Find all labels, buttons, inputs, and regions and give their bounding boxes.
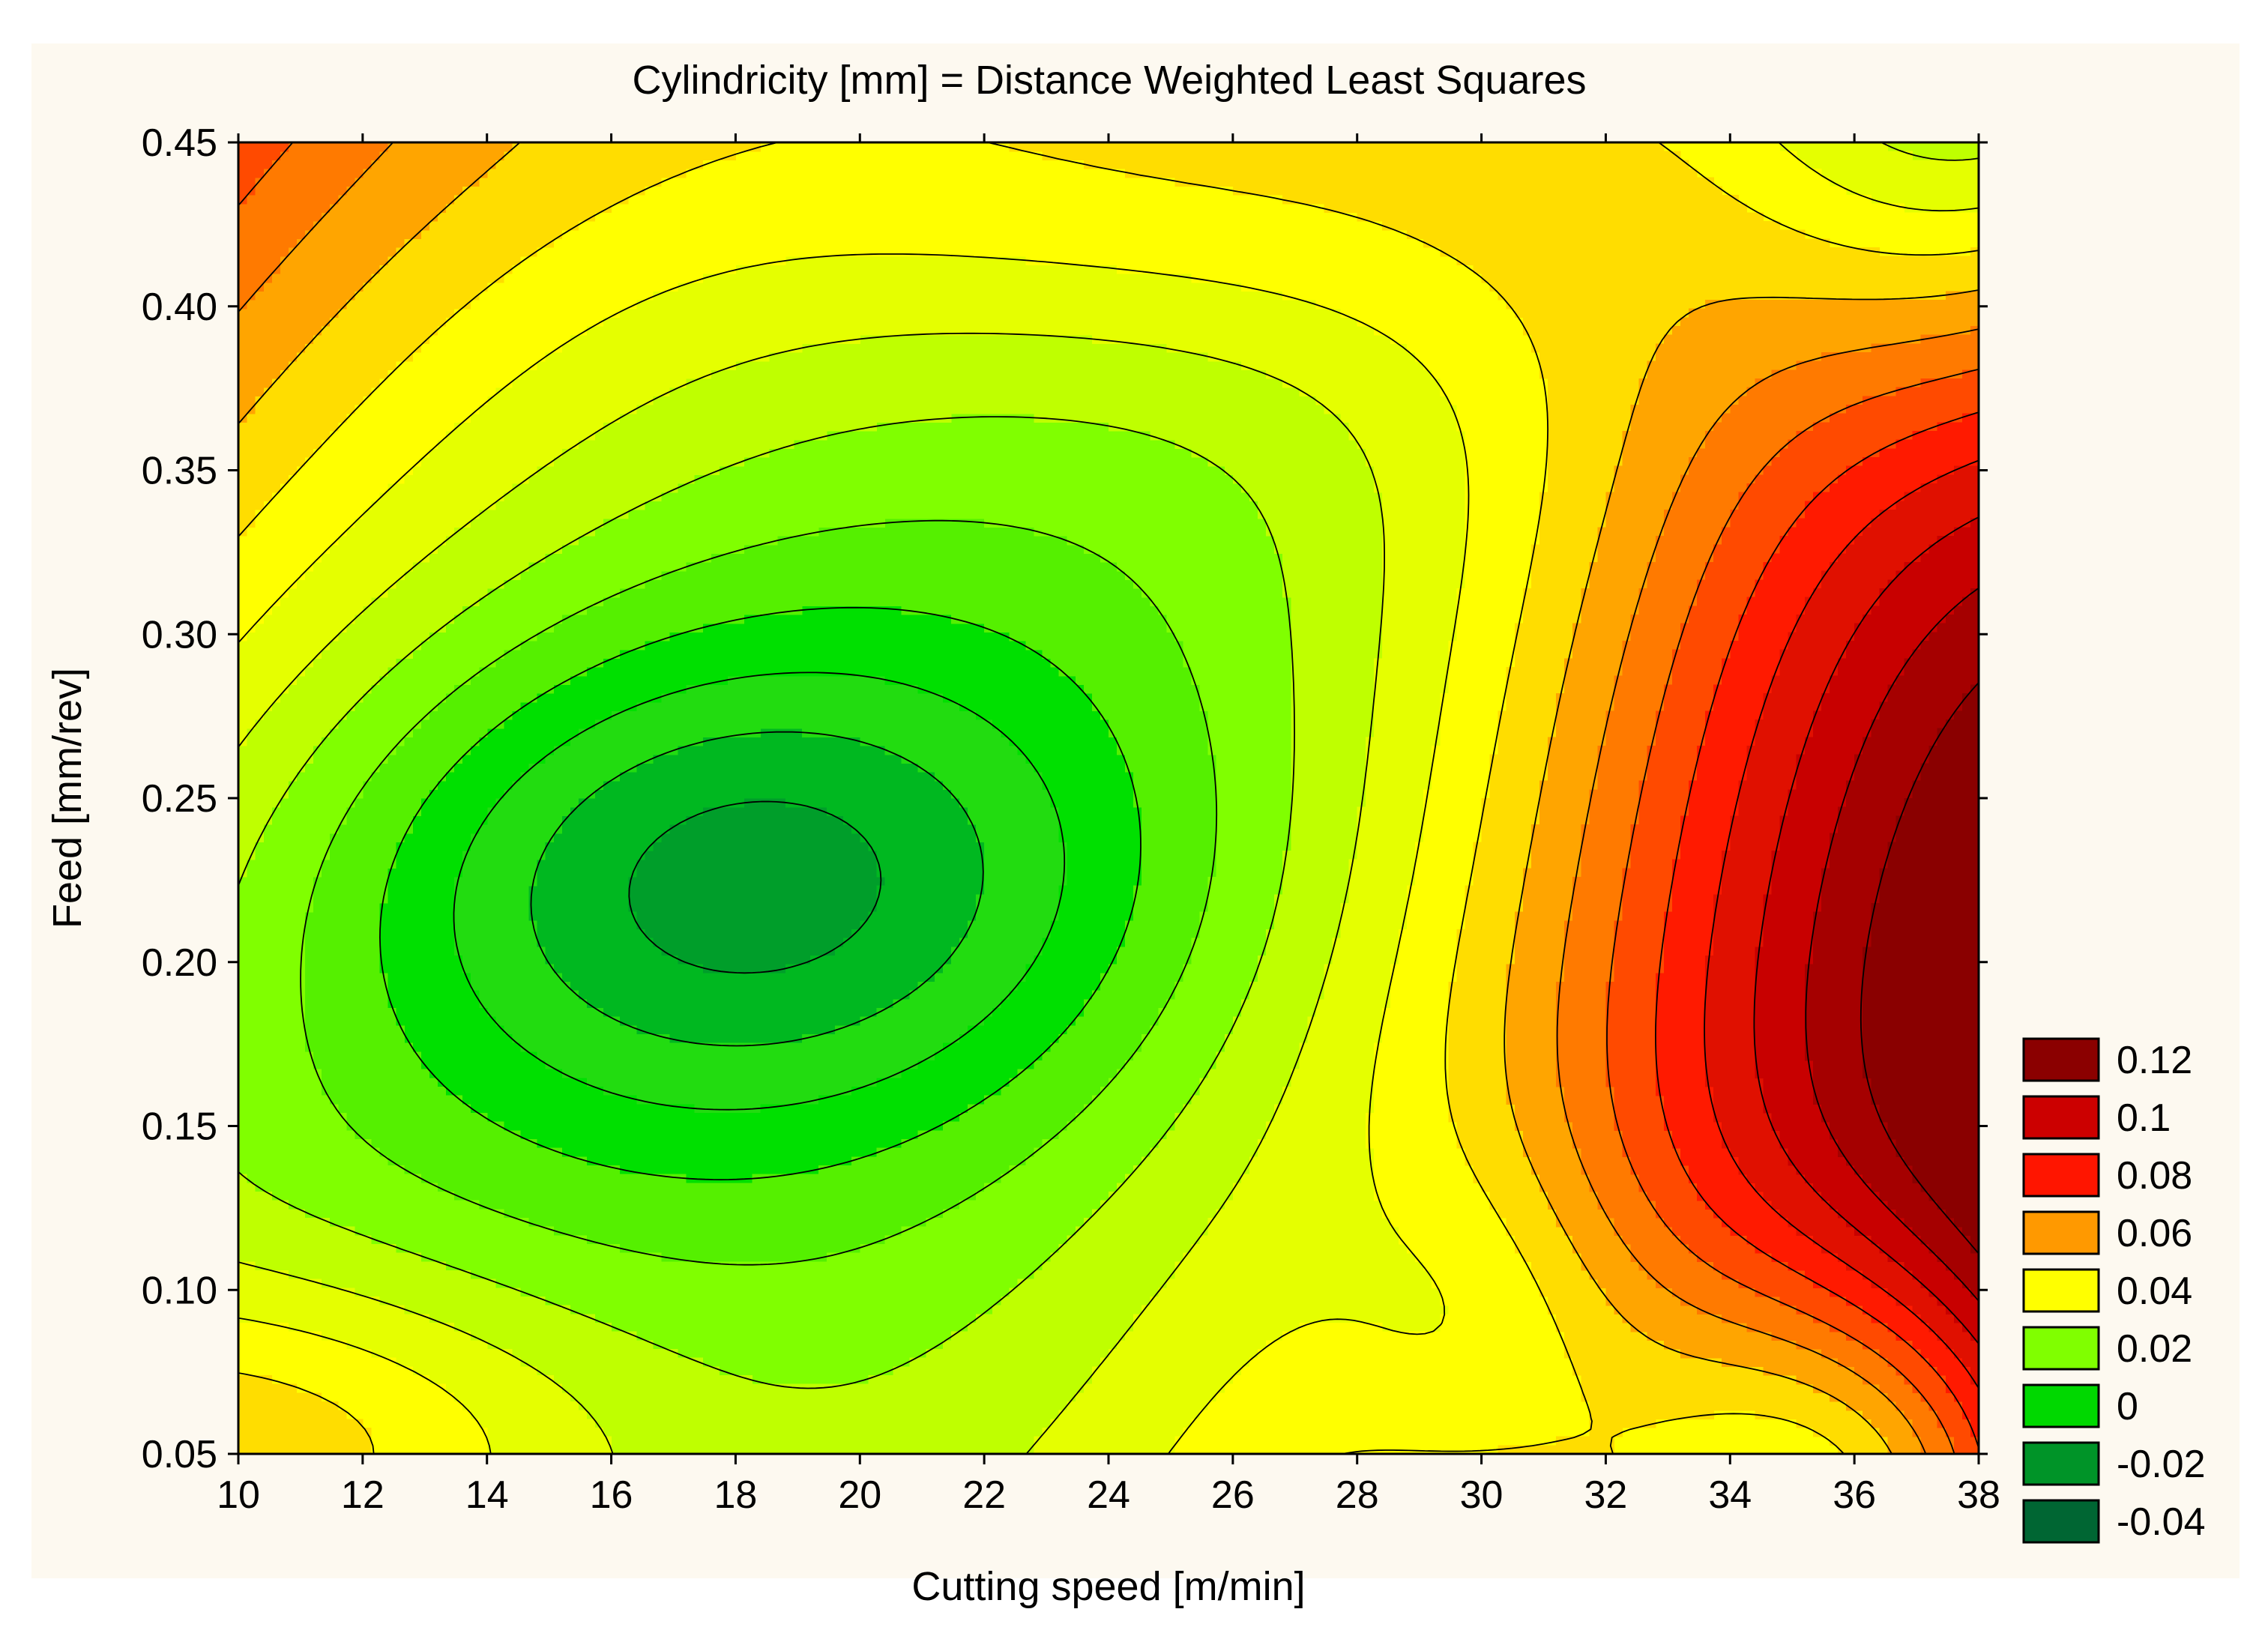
y-tick-label: 0.35 — [142, 450, 217, 493]
legend-swatch — [2022, 1037, 2100, 1082]
contour-band — [1705, 465, 1979, 1385]
contour-line — [1860, 681, 1979, 1255]
y-tick-label: 0.45 — [142, 121, 217, 165]
contour-band — [238, 142, 1979, 1454]
contour-band — [238, 142, 1979, 1454]
x-tick-label: 24 — [1087, 1473, 1130, 1517]
y-tick-label: 0.40 — [142, 286, 217, 329]
legend-swatch — [2022, 1383, 2100, 1428]
legend-swatch — [2022, 1095, 2100, 1140]
x-tick-label: 10 — [217, 1473, 260, 1517]
x-tick-label: 18 — [714, 1473, 758, 1517]
contour-line — [1704, 459, 1979, 1389]
contour-line — [628, 800, 882, 974]
contour-line — [530, 731, 984, 1047]
contour-line — [238, 416, 1295, 1389]
contour-line — [379, 606, 1141, 1180]
x-tick-label: 22 — [962, 1473, 1006, 1517]
y-axis-ticks: 0.05 0.10 0.15 0.20 0.25 0.30 0.35 0.40 0.45 — [142, 121, 1988, 1476]
legend: 0.12 0.1 0.08 0.06 0.04 0.02 0 -0.02 -0.04 — [2022, 1037, 2206, 1544]
contour-line — [238, 142, 1979, 1454]
chart-title: Cylindricity [mm] = Distance Weighted Le… — [632, 58, 1586, 103]
legend-label: -0.04 — [2117, 1500, 2206, 1544]
legend-label: 0.08 — [2117, 1154, 2192, 1198]
x-axis-ticks: 10 12 14 16 18 20 22 24 26 28 30 32 34 36 38 — [217, 133, 2000, 1517]
contour-band — [238, 142, 1979, 1454]
y-tick-label: 0.25 — [142, 777, 217, 821]
contour-band — [528, 728, 985, 1044]
legend-swatch — [2022, 1499, 2100, 1544]
x-tick-label: 32 — [1584, 1473, 1628, 1517]
legend-swatch — [2022, 1268, 2100, 1313]
legend-label: 0.1 — [2117, 1096, 2171, 1140]
contour-band — [238, 142, 1979, 1454]
contour-band — [304, 518, 1217, 1262]
contour-line — [238, 142, 1979, 1454]
legend-label: 0.04 — [2117, 1270, 2192, 1313]
contour-band — [1804, 588, 1979, 1297]
legend-swatch — [2022, 1326, 2100, 1371]
contour-band — [238, 142, 1979, 1454]
y-tick-label: 0.10 — [142, 1269, 217, 1312]
x-tick-label: 14 — [465, 1473, 509, 1517]
contour-line — [238, 142, 1979, 1454]
contour-line — [238, 142, 1979, 1454]
x-tick-label: 26 — [1211, 1473, 1255, 1517]
legend-label: 0.02 — [2117, 1327, 2192, 1371]
contour-band — [1863, 684, 1979, 1254]
contour-band — [238, 142, 1979, 1454]
contour-band — [1755, 518, 1979, 1341]
contour-band — [627, 798, 886, 974]
x-tick-label: 38 — [1957, 1473, 2000, 1517]
x-tick-label: 28 — [1336, 1473, 1379, 1517]
y-tick-label: 0.05 — [142, 1433, 217, 1476]
contour-surface — [238, 142, 1979, 1454]
legend-swatch — [2022, 1210, 2100, 1255]
legend-label: 0 — [2117, 1385, 2138, 1428]
x-axis-label: Cutting speed [m/min] — [911, 1564, 1305, 1609]
x-tick-label: 16 — [590, 1473, 633, 1517]
x-tick-label: 36 — [1833, 1473, 1876, 1517]
contour-line — [238, 142, 1979, 1454]
contour-band — [453, 675, 1068, 1114]
contour-line — [1805, 587, 1979, 1302]
y-tick-label: 0.30 — [142, 613, 217, 656]
legend-label: -0.02 — [2117, 1443, 2206, 1486]
x-tick-label: 12 — [341, 1473, 384, 1517]
contour-line — [1753, 516, 1979, 1345]
y-axis-label: Feed [mm/rev] — [45, 668, 90, 929]
x-tick-label: 30 — [1460, 1473, 1504, 1517]
legend-label: 0.12 — [2117, 1039, 2192, 1082]
contour-line — [300, 519, 1218, 1266]
x-tick-label: 34 — [1708, 1473, 1752, 1517]
y-tick-label: 0.20 — [142, 941, 217, 985]
contour-band — [1655, 413, 1979, 1437]
y-tick-label: 0.15 — [142, 1105, 217, 1149]
legend-label: 0.06 — [2117, 1212, 2192, 1255]
contour-line — [238, 142, 1979, 1454]
contour-line — [453, 671, 1066, 1111]
legend-swatch — [2022, 1153, 2100, 1198]
x-tick-label: 20 — [838, 1473, 881, 1517]
legend-swatch — [2022, 1441, 2100, 1486]
